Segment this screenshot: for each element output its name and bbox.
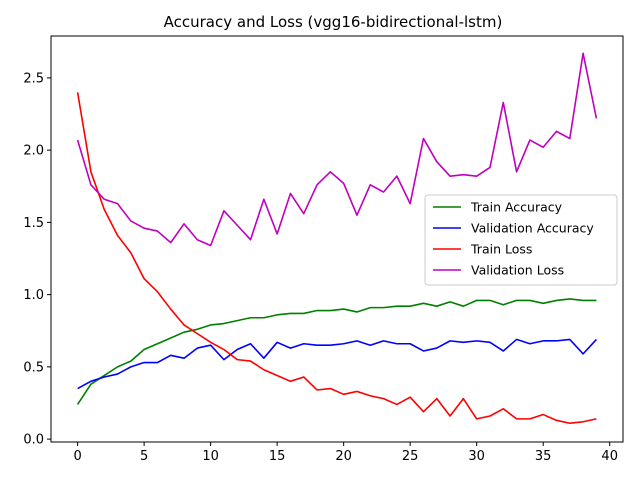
x-tick-label: 30 [468, 449, 485, 464]
x-tick-label: 15 [269, 449, 286, 464]
x-tick-label: 25 [402, 449, 419, 464]
series-line-validation-accuracy [77, 338, 597, 390]
x-tick-label: 10 [202, 449, 219, 464]
y-axis: 0.0 0.5 1.0 1.5 2.0 2.5 [23, 71, 51, 448]
x-tick-label: 40 [601, 449, 618, 464]
y-tick-label: 2.5 [23, 71, 44, 86]
legend-label-train-accuracy: Train Accuracy [470, 200, 563, 215]
legend: Train Accuracy Validation Accuracy Train L… [424, 194, 618, 286]
x-axis: 0 5 10 15 20 25 30 35 40 [73, 442, 618, 464]
y-tick-label: 2.0 [23, 144, 44, 159]
series-line-train-accuracy [76, 298, 597, 405]
x-tick-label: 20 [335, 449, 352, 464]
y-tick-label: 1.5 [23, 216, 44, 231]
x-tick-label: 0 [73, 449, 81, 464]
y-tick-label: 1.0 [23, 288, 44, 303]
series-line-train-loss [76, 92, 597, 425]
legend-label-validation-accuracy: Validation Accuracy [471, 221, 594, 236]
plot-frame [50, 35, 624, 443]
chart-title: Accuracy and Loss (vgg16-bidirectional-l… [164, 13, 503, 31]
legend-label-train-loss: Train Loss [470, 242, 532, 257]
legend-label-validation-loss: Validation Loss [471, 263, 564, 278]
x-tick-label: 35 [535, 449, 552, 464]
series-line-validation-loss [76, 52, 598, 247]
x-tick-label: 5 [140, 449, 148, 464]
legend-box [424, 194, 618, 286]
y-tick-label: 0.5 [23, 360, 44, 375]
y-tick-label: 0.0 [23, 433, 44, 448]
